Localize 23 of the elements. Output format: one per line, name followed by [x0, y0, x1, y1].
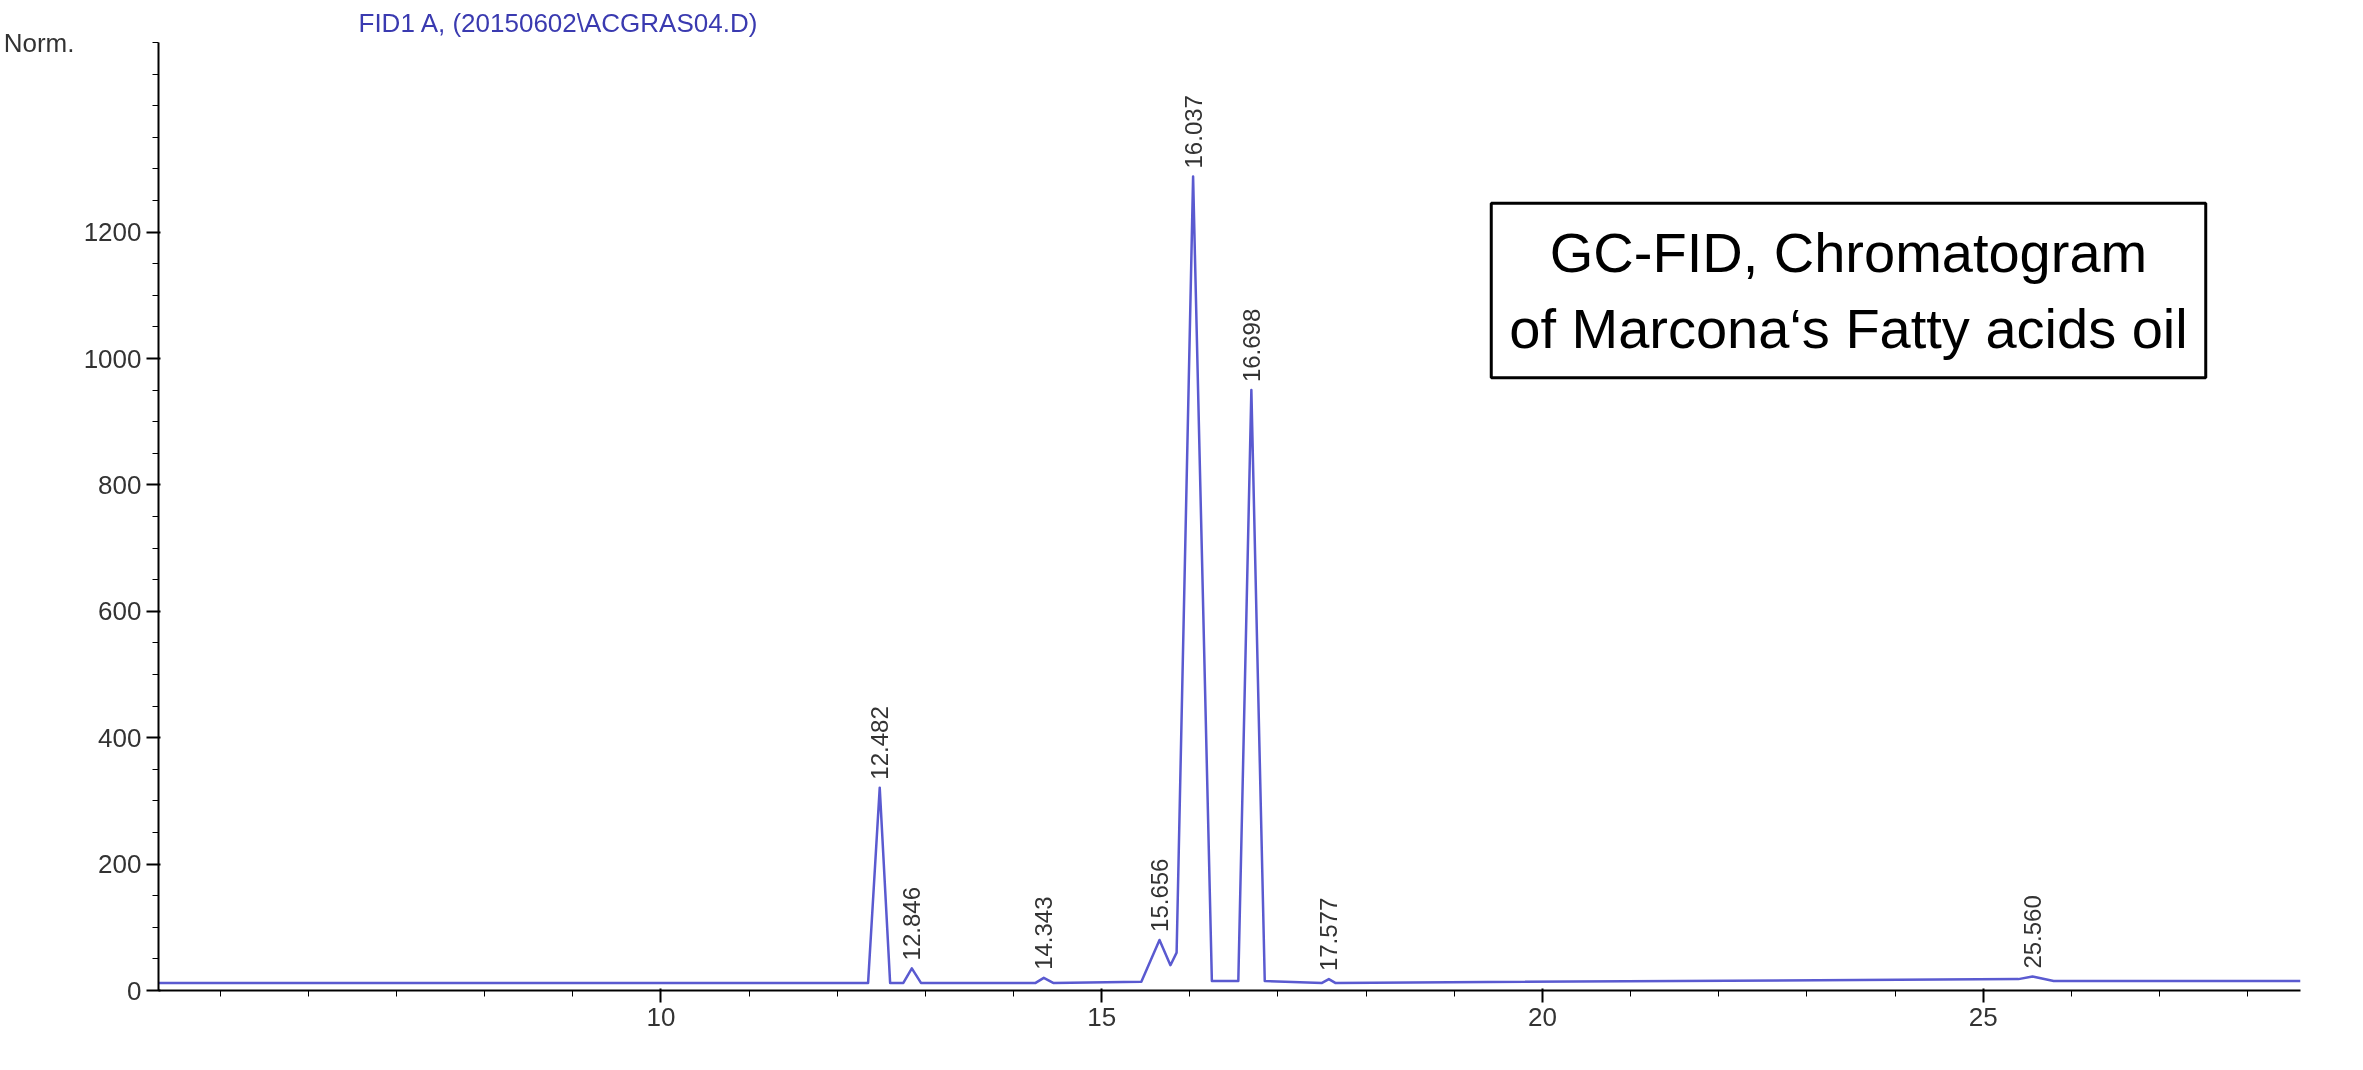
annotation: 25.560 [2019, 895, 2047, 969]
y-tick-label: 0 [127, 975, 142, 1006]
x-tick-label: 20 [1527, 1001, 1557, 1032]
annotation: 14.343 [1030, 896, 1058, 970]
annotation: GC-FID, Chromatogram of Marcona‘s Fatty acids oil [1509, 221, 2188, 360]
annotation: 15.656 [1146, 858, 1174, 932]
x-tick-label: 15 [1087, 1001, 1117, 1032]
annotation: 16.037 [1179, 95, 1207, 169]
annotation: 17.577 [1315, 897, 1343, 972]
y-tick-label: 200 [98, 849, 142, 880]
y-axis-title: Norm. [3, 27, 75, 58]
y-tick-label: 600 [98, 596, 142, 627]
annotation: 12.482 [866, 706, 894, 780]
y-tick-label: 400 [98, 722, 142, 753]
y-tick-label: 1200 [83, 217, 142, 248]
x-tick-label: 25 [1968, 1001, 1998, 1032]
x-tick-label: 10 [646, 1001, 676, 1032]
line-series [158, 175, 2301, 985]
y-tick-label: 800 [98, 469, 142, 500]
annotation: 12.846 [898, 886, 926, 961]
annotation: 16.698 [1237, 308, 1265, 383]
chart-title: FID1 A, (20150602\ACGRAS04.D) [358, 7, 758, 38]
y-tick-label: 1000 [83, 343, 142, 374]
